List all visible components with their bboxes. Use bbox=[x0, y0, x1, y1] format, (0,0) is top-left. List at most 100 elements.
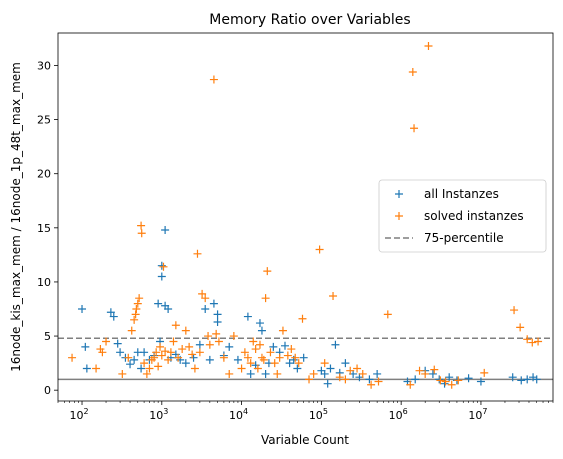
x-tick-label: 107 bbox=[468, 407, 487, 422]
data-point bbox=[174, 353, 183, 362]
series-solved-instanzes bbox=[68, 41, 543, 389]
data-point bbox=[246, 369, 255, 378]
x-tick-exponent: 7 bbox=[482, 407, 487, 416]
x-tick-label: 105 bbox=[309, 407, 328, 422]
data-point bbox=[126, 360, 135, 369]
data-point bbox=[257, 326, 266, 335]
data-point bbox=[435, 375, 444, 384]
data-point bbox=[259, 355, 268, 364]
data-point bbox=[178, 345, 187, 354]
data-point bbox=[209, 299, 218, 308]
plot-frame bbox=[57, 32, 554, 402]
data-point bbox=[305, 375, 314, 384]
data-point bbox=[278, 326, 287, 335]
data-point bbox=[411, 375, 420, 384]
data-point bbox=[132, 305, 141, 313]
data-point bbox=[113, 339, 122, 348]
data-point bbox=[157, 351, 166, 360]
data-point bbox=[156, 342, 165, 351]
data-point bbox=[195, 340, 204, 349]
data-point bbox=[415, 366, 424, 375]
x-axis: 102 103 104 105 106 107 bbox=[57, 401, 554, 422]
data-point bbox=[421, 369, 430, 378]
data-point bbox=[528, 338, 537, 347]
data-point bbox=[82, 364, 91, 373]
data-point bbox=[253, 364, 262, 373]
legend-marker bbox=[395, 190, 403, 198]
data-point bbox=[447, 380, 456, 389]
y-tick-label: 30 bbox=[37, 59, 51, 72]
data-point bbox=[358, 369, 367, 378]
x-tick-exponent: 6 bbox=[403, 407, 408, 416]
data-point bbox=[213, 317, 222, 326]
legend-box bbox=[378, 179, 547, 253]
data-point bbox=[209, 75, 218, 84]
y-axis: 0 5 10 15 20 25 30 bbox=[37, 59, 58, 397]
y-axis-label: 16node_kis_max_mem / 16node_1p_48t_max_m… bbox=[9, 62, 23, 372]
data-point bbox=[353, 364, 362, 373]
data-point bbox=[383, 310, 392, 319]
data-point bbox=[116, 348, 125, 357]
data-point bbox=[261, 369, 270, 378]
data-point bbox=[320, 369, 329, 378]
data-point bbox=[171, 321, 180, 330]
x-tick-label: 104 bbox=[229, 407, 248, 422]
data-point bbox=[508, 373, 517, 382]
data-point bbox=[188, 350, 197, 359]
data-point bbox=[320, 359, 329, 368]
chart-title: Memory Ratio over Variables bbox=[209, 12, 410, 28]
data-point bbox=[213, 310, 222, 319]
data-point bbox=[266, 348, 275, 357]
data-point bbox=[130, 315, 139, 324]
data-point bbox=[424, 41, 433, 50]
data-point bbox=[135, 294, 144, 303]
data-point bbox=[212, 329, 221, 338]
data-point bbox=[410, 124, 419, 133]
data-point bbox=[251, 345, 260, 354]
data-point bbox=[243, 353, 252, 362]
data-point bbox=[534, 337, 543, 346]
data-point bbox=[373, 369, 382, 378]
data-point bbox=[137, 364, 146, 373]
data-point bbox=[275, 353, 284, 362]
data-point bbox=[109, 312, 118, 321]
data-point bbox=[127, 326, 136, 335]
data-point bbox=[261, 294, 270, 303]
data-point bbox=[145, 364, 154, 373]
x-tick-exponent: 5 bbox=[323, 407, 328, 416]
data-point bbox=[454, 376, 463, 385]
data-point bbox=[298, 314, 307, 323]
x-tick-label: 103 bbox=[149, 407, 168, 422]
legend-label: 75-percentile bbox=[424, 231, 504, 245]
data-point bbox=[124, 353, 133, 362]
data-point bbox=[335, 373, 344, 382]
data-point bbox=[150, 353, 159, 362]
data-point bbox=[464, 374, 473, 383]
data-point bbox=[516, 323, 525, 332]
legend-label: all Instanzes bbox=[424, 187, 499, 201]
data-point bbox=[102, 337, 111, 346]
y-tick-label: 10 bbox=[37, 276, 51, 289]
legend-label: solved instanzes bbox=[424, 209, 524, 223]
data-point bbox=[428, 369, 437, 378]
data-point bbox=[346, 366, 355, 375]
data-point bbox=[323, 379, 332, 388]
data-point bbox=[294, 359, 303, 368]
data-point bbox=[476, 377, 485, 386]
data-point bbox=[285, 359, 294, 368]
data-point bbox=[299, 353, 308, 362]
data-point bbox=[201, 305, 210, 313]
data-point bbox=[68, 353, 77, 362]
data-point bbox=[164, 305, 173, 313]
x-tick-base: 10 bbox=[69, 409, 83, 422]
data-point bbox=[154, 299, 163, 308]
data-point bbox=[249, 337, 258, 346]
data-point bbox=[240, 348, 249, 357]
data-point bbox=[441, 377, 450, 386]
x-tick-label: 106 bbox=[389, 407, 408, 422]
data-point bbox=[195, 348, 204, 357]
data-point bbox=[159, 262, 168, 271]
data-point bbox=[291, 353, 300, 362]
x-tick-exponent: 2 bbox=[83, 407, 88, 416]
